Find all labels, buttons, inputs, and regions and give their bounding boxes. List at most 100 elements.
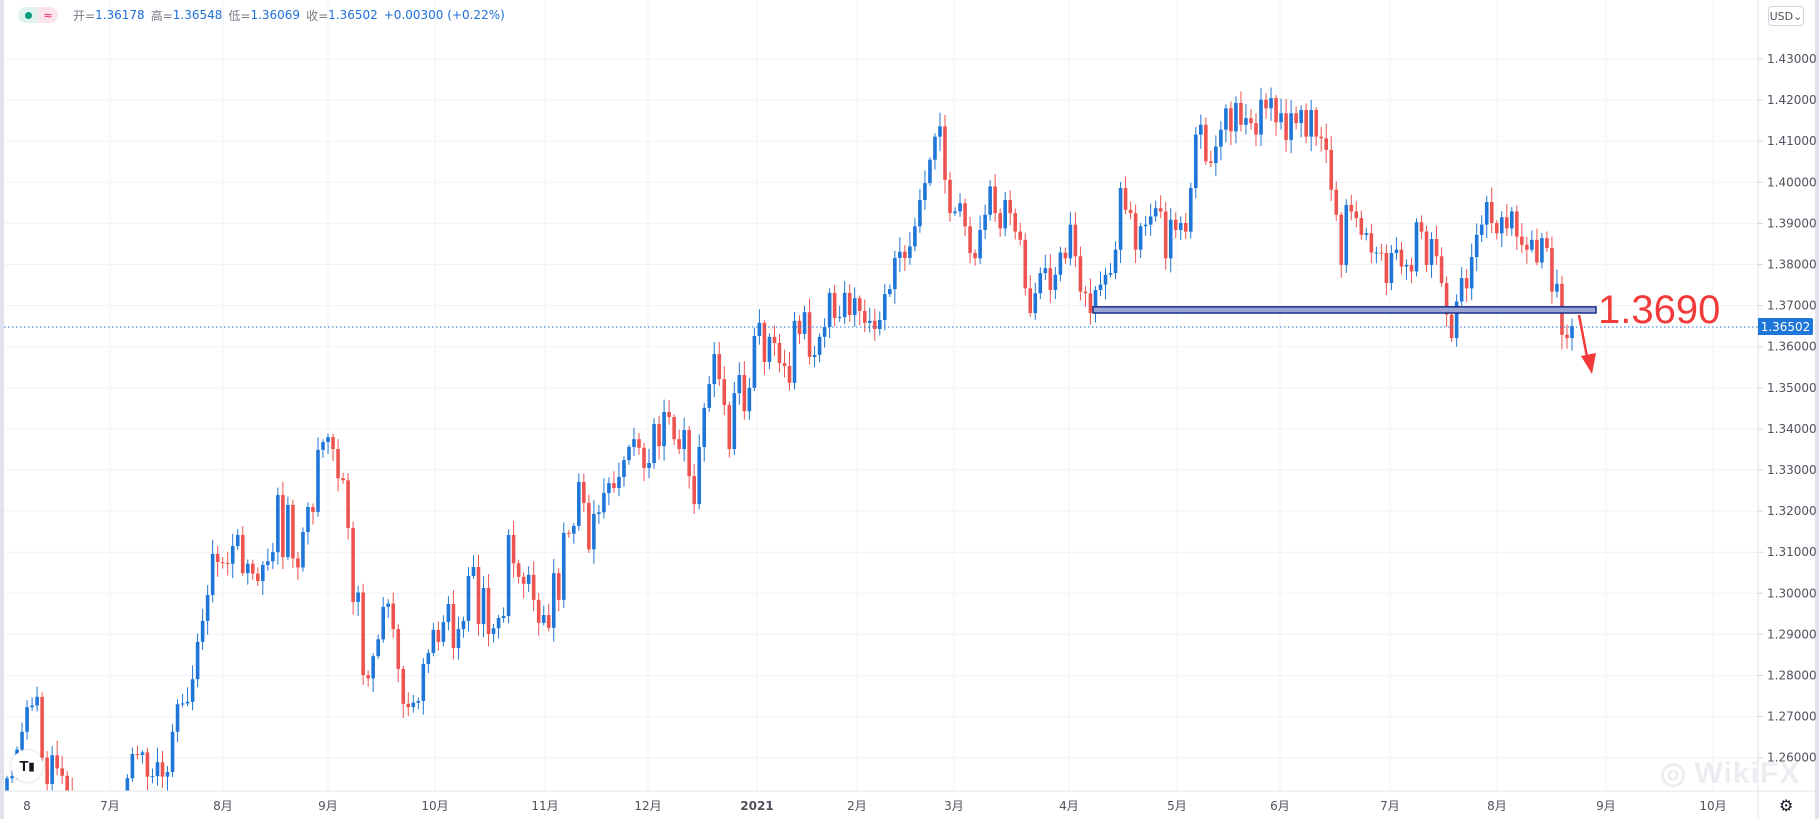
candle-body: [1394, 249, 1399, 253]
legend-status-pill[interactable]: ≈: [18, 7, 58, 23]
price-tick-label: 1.43000: [1767, 52, 1817, 66]
candle-body: [516, 563, 521, 577]
candle-body: [943, 126, 947, 180]
candle-up: [607, 477, 611, 506]
candle-up: [1193, 127, 1198, 199]
candle-down: [1088, 278, 1093, 325]
candle-up: [1469, 243, 1474, 301]
candle-down: [336, 439, 340, 492]
candle-body: [1098, 284, 1103, 290]
time-axis[interactable]: 8 7月 8月 9月 10月 11月 12月 2021 2月 3月 4月 5月 6月 7月 8月 9月 10月: [23, 799, 1726, 813]
candle-body: [55, 755, 59, 769]
candle-body: [727, 405, 732, 450]
candle-body: [1565, 334, 1569, 339]
candle-body: [722, 379, 727, 406]
candle-body: [240, 534, 245, 574]
time-tick-label: 7月: [1380, 799, 1400, 813]
candle-body: [898, 251, 902, 258]
candle-body: [812, 354, 817, 357]
candle-up: [958, 193, 962, 218]
candle-body: [817, 336, 822, 355]
candle-body: [416, 700, 421, 703]
candle-body: [1379, 252, 1384, 254]
candle-body: [687, 430, 691, 477]
grid: [4, 0, 1758, 791]
candle-down: [240, 526, 245, 576]
tradingview-logo[interactable]: T ▮: [11, 750, 43, 782]
candle-down: [531, 561, 536, 611]
candle-body: [1053, 274, 1058, 290]
candle-up: [1570, 318, 1574, 351]
time-tick-label: 12月: [634, 799, 661, 813]
candle-body: [1555, 283, 1559, 292]
candle-body: [1229, 108, 1233, 132]
candle-down: [311, 503, 315, 525]
candle-body: [1224, 108, 1228, 130]
candle-up: [456, 616, 461, 660]
candle-body: [1018, 231, 1023, 240]
currency-dropdown[interactable]: USD⌄: [1768, 6, 1804, 26]
candle-body: [1404, 264, 1409, 267]
candle-body: [1003, 199, 1007, 229]
candle-body: [867, 320, 872, 323]
candle-body: [361, 592, 365, 676]
candle-up: [1269, 87, 1273, 121]
candle-body: [752, 336, 757, 388]
candle-body: [50, 755, 54, 785]
candle-body: [1274, 98, 1278, 123]
candle-down: [1354, 201, 1359, 228]
candle-up: [1219, 121, 1223, 161]
candle-body: [471, 566, 476, 577]
candle-up: [205, 585, 210, 635]
candle-body: [1168, 219, 1173, 259]
price-tick-label: 1.30000: [1767, 586, 1817, 600]
candle-body: [376, 639, 380, 657]
candle-body: [65, 775, 69, 791]
candle-up: [852, 287, 857, 327]
candle-down: [1028, 275, 1033, 317]
candle-up: [1108, 262, 1113, 278]
gear-icon[interactable]: ⚙: [1779, 796, 1794, 815]
candle-body: [1479, 224, 1484, 235]
candle-body: [1108, 273, 1113, 275]
candle-up: [933, 133, 937, 170]
candle-down: [1264, 93, 1268, 119]
candle-body: [1193, 134, 1198, 189]
candle-down: [692, 463, 696, 514]
candle-body: [466, 576, 471, 621]
candle-down: [1304, 103, 1308, 144]
candle-body: [225, 562, 230, 564]
candle-up: [411, 694, 416, 713]
candle-up: [496, 614, 501, 639]
support-zone[interactable]: [1092, 306, 1597, 314]
price-axis[interactable]: 1.43000 1.42000 1.41000 1.40000 1.39000 1.380…: [1758, 52, 1817, 765]
candle-body: [441, 622, 446, 642]
price-tick-label: 1.27000: [1767, 710, 1817, 724]
candle-down: [1379, 243, 1384, 261]
candle-body: [1008, 199, 1013, 214]
candle-body: [1204, 124, 1208, 162]
candle-body: [40, 696, 44, 758]
candle-body: [1324, 138, 1329, 150]
candle-body: [511, 534, 516, 564]
candle-body: [276, 495, 280, 553]
candle-up: [1053, 267, 1058, 300]
time-tick-label: 10月: [1699, 799, 1726, 813]
candle-up: [817, 333, 822, 363]
candle-down: [782, 349, 787, 378]
candle-body: [737, 375, 742, 394]
candle-up: [877, 311, 882, 336]
candle-body: [180, 703, 185, 705]
candle-down: [847, 284, 852, 322]
candle-down: [832, 284, 837, 327]
open-label: 开=: [73, 8, 96, 23]
candle-down: [250, 559, 255, 580]
candle-body: [531, 574, 536, 600]
candle-body: [566, 532, 571, 534]
candle-up: [827, 288, 832, 339]
candle-down: [1515, 205, 1519, 250]
time-tick-label: 2021: [740, 799, 773, 813]
candle-down: [1449, 309, 1454, 343]
candle-body: [978, 229, 982, 259]
